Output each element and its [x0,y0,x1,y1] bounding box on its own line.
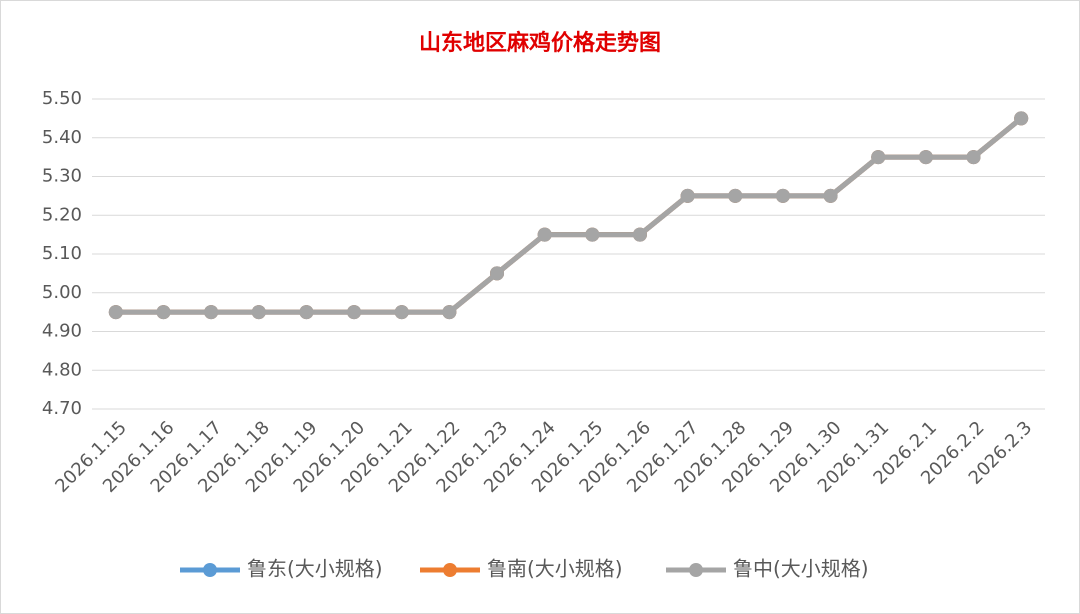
y-tick-label: 4.70 [42,398,82,419]
point [775,188,790,203]
point [728,188,743,203]
legend-marker [203,563,217,577]
point [918,150,933,165]
legend-label: 鲁中(大小规格) [733,557,869,581]
point [442,305,457,320]
point [585,227,600,242]
point [680,188,695,203]
y-tick-label: 5.40 [42,127,82,148]
y-tick-label: 5.50 [42,88,82,109]
legend-label: 鲁南(大小规格) [487,557,623,581]
point [632,227,647,242]
point [394,305,409,320]
y-tick-label: 4.90 [42,321,82,342]
point [871,150,886,165]
point [299,305,314,320]
legend-marker [689,563,703,577]
point [537,227,552,242]
series-line [115,116,1023,315]
point [823,188,838,203]
point [108,305,123,320]
point [204,305,219,320]
y-tick-label: 5.10 [42,243,82,264]
y-tick-label: 4.80 [42,359,82,380]
point [251,305,266,320]
point [156,305,171,320]
point [490,266,505,281]
legend-marker [443,563,457,577]
y-tick-label: 5.30 [42,166,82,187]
y-tick-label: 5.20 [42,204,82,225]
point [347,305,362,320]
legend-label: 鲁东(大小规格) [247,557,383,581]
point [1014,111,1029,126]
point [966,150,981,165]
chart-title: 山东地区麻鸡价格走势图 [419,30,661,56]
y-tick-label: 5.00 [42,282,82,303]
